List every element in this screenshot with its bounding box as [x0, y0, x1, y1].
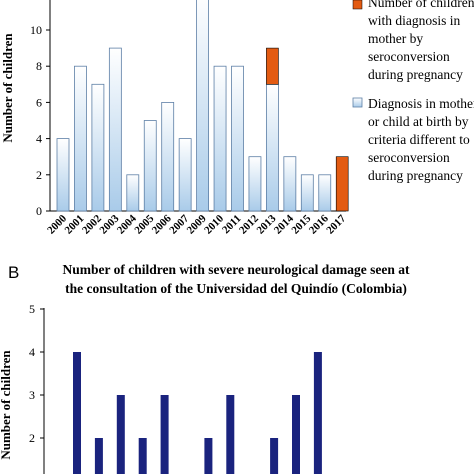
panel-b-bar-1 — [94, 438, 103, 474]
panel-a-y-tick-label: 8 — [36, 59, 42, 73]
panel-b-bar-7 — [226, 395, 235, 474]
panel-b-bar-2 — [116, 395, 125, 474]
panel-b-label: B — [8, 263, 19, 282]
panel-a-y-tick-label: 4 — [36, 132, 42, 146]
panel-a-x-tick-label: 2017 — [324, 212, 348, 236]
panel-a-bar-seroconversion-2017 — [335, 156, 349, 212]
panel-a-y-tick-label: 6 — [36, 95, 42, 109]
panel-b-chart: 2 3 4 5 Number of children — [0, 302, 322, 474]
legend-swatch-seroconversion — [352, 0, 363, 10]
panel-a-bar-other-criteria-2014 — [283, 156, 297, 212]
panel-a-bar-other-criteria-2007 — [178, 138, 192, 212]
panel-a-bar-other-criteria-2003 — [108, 47, 122, 212]
panel-a-y-tick-label: 0 — [36, 204, 42, 218]
panel-a-bar-other-criteria-2009 — [196, 0, 210, 212]
panel-b-bar-10 — [292, 395, 300, 474]
panel-a-bar-other-criteria-2004 — [126, 174, 140, 212]
panel-a-bar-other-criteria-2012 — [248, 156, 262, 212]
panel-a-bar-other-criteria-2011 — [231, 65, 244, 212]
panel-b-bar-6 — [204, 438, 213, 474]
legend-label-other-criteria: Diagnosis in mother or child at birth by… — [368, 96, 474, 183]
panel-b-bar-3 — [138, 438, 147, 474]
panel-a-bar-other-criteria-2016 — [318, 174, 332, 212]
panel-b-title-line-2: the consultation of the Universidad del … — [65, 281, 407, 296]
panel-b-bar-4 — [160, 395, 169, 474]
panel-a-bar-other-criteria-2000 — [56, 138, 70, 212]
panel-a-y-tick-label: 2 — [36, 168, 42, 182]
panel-b-bar-0 — [73, 352, 81, 474]
panel-a-bar-other-criteria-2001 — [74, 65, 87, 212]
panel-a-bar-other-criteria-2002 — [91, 83, 105, 212]
legend-swatch-other-criteria — [352, 97, 363, 108]
panel-b-bar-9 — [270, 438, 279, 474]
panel-a-legend: Number of children with diagnosis in mot… — [352, 0, 474, 183]
legend-label-seroconversion: Number of children with diagnosis in mot… — [368, 0, 474, 82]
panel-a-bar-seroconversion-2013 — [266, 47, 279, 85]
panel-a-bar-other-criteria-2005 — [143, 120, 157, 212]
panel-a-bar-other-criteria-2015 — [300, 174, 314, 212]
panel-b-y-tick-label: 5 — [29, 302, 35, 316]
panel-a-y-tick-label: 10 — [30, 23, 42, 37]
panel-b-bar-11 — [313, 352, 322, 474]
panel-a-bar-other-criteria-2006 — [161, 102, 175, 212]
panel-b-y-tick-label: 4 — [29, 345, 35, 359]
panel-a-bar-other-criteria-2010 — [213, 65, 227, 212]
panel-b-y-tick-label: 2 — [29, 431, 35, 445]
panel-a-bar-other-criteria-2013 — [265, 83, 279, 212]
panel-b-title-line-1: Number of children with severe neurologi… — [63, 262, 410, 277]
panel-a-y-axis-label: Number of children — [0, 33, 15, 143]
panel-b-y-axis-label: Number of children — [0, 350, 13, 460]
panel-b-y-tick-label: 3 — [29, 388, 35, 402]
